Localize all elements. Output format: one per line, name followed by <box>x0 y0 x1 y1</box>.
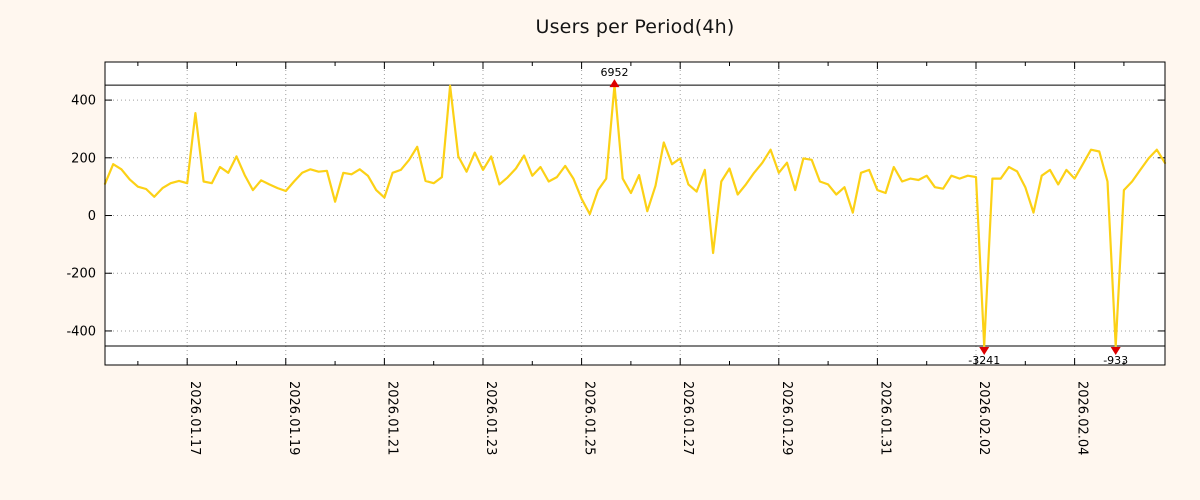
plot-border <box>104 61 1166 366</box>
x-tick-label: 2026.01.25 <box>582 381 597 455</box>
overflow-marker-up <box>609 79 620 88</box>
chart-title: Users per Period(4h) <box>535 16 735 38</box>
peak-value-label: 6952 <box>600 66 628 79</box>
x-tick-label: 2026.01.29 <box>779 381 794 455</box>
y-tick-label: -400 <box>66 324 96 339</box>
overflow-marker-down <box>979 346 990 355</box>
dip-value-label: -933 <box>1103 354 1128 367</box>
x-tick-label: 2026.01.21 <box>384 381 399 455</box>
x-tick-label: 2026.01.31 <box>877 381 892 455</box>
x-tick-label: 2026.01.19 <box>286 381 301 455</box>
plot-area <box>105 62 1165 365</box>
x-tick-label: 2026.01.27 <box>680 381 695 455</box>
x-tick-label: 2026.01.17 <box>187 381 202 455</box>
dip-value-label: -3241 <box>968 354 1000 367</box>
x-tick-label: 2026.02.02 <box>976 381 991 455</box>
y-tick-label: 400 <box>71 94 96 109</box>
users-series-line <box>103 83 1167 348</box>
overflow-marker-down <box>1110 346 1121 355</box>
y-tick-label: 0 <box>88 209 96 224</box>
y-tick-label: -200 <box>66 267 96 282</box>
y-tick-label: 200 <box>71 151 96 166</box>
x-tick-label: 2026.02.04 <box>1075 381 1090 455</box>
x-tick-label: 2026.01.23 <box>483 381 498 455</box>
